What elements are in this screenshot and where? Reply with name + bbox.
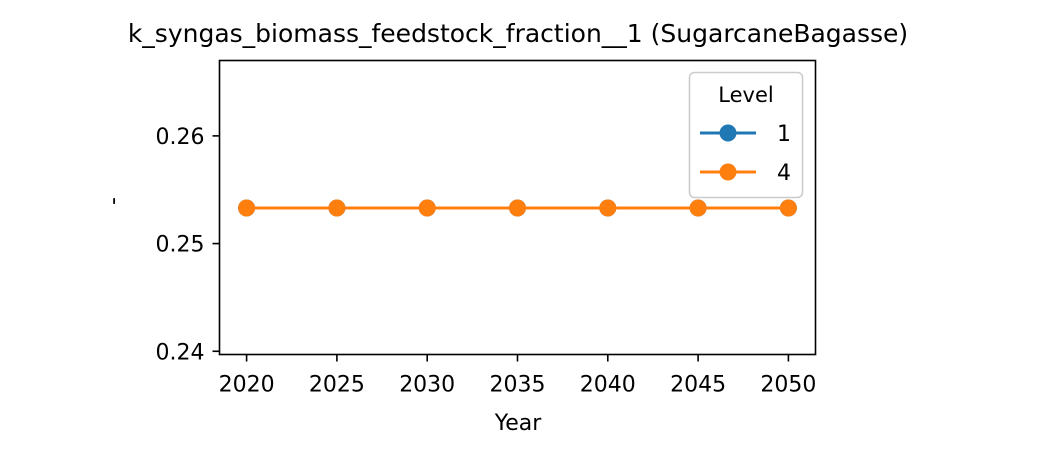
y-tick-label: 0.26 <box>156 125 205 150</box>
legend-marker-4 <box>719 163 737 181</box>
legend-title: Level <box>718 83 773 107</box>
x-tick-label: 2040 <box>580 373 636 398</box>
legend-label-1: 1 <box>777 122 791 147</box>
data-point-series-4 <box>779 199 797 217</box>
x-tick-label: 2035 <box>490 373 546 398</box>
data-point-series-4 <box>238 199 256 217</box>
data-point-series-4 <box>509 199 526 217</box>
x-tick-label: 2025 <box>309 373 365 398</box>
legend-label-4: 4 <box>777 161 791 186</box>
data-point-series-4 <box>599 199 617 217</box>
chart-title: k_syngas_biomass_feedstock_fraction__1 (… <box>128 19 908 48</box>
data-point-series-4 <box>418 199 436 217</box>
y-axis: 0.24 0.25 0.26 <box>156 125 220 365</box>
legend-box <box>688 71 804 199</box>
x-tick-label: 2045 <box>670 373 726 398</box>
legend: Level 14 <box>688 71 804 199</box>
x-axis: 2020 2025 2030 2035 2040 2045 2050 <box>219 354 816 398</box>
legend-entries: 14 <box>700 122 791 186</box>
y-tick-label: 0.24 <box>156 340 205 365</box>
y-axis-label: - <box>101 197 126 205</box>
data-point-series-4 <box>689 199 707 217</box>
x-tick-label: 2030 <box>399 373 455 398</box>
x-tick-label: 2020 <box>219 373 275 398</box>
x-axis-label: Year <box>494 411 543 436</box>
plot-area <box>218 59 817 356</box>
x-tick-label: 2050 <box>760 373 816 398</box>
legend-marker-1 <box>719 124 737 142</box>
series-layer <box>238 199 797 217</box>
data-point-series-4 <box>328 199 346 217</box>
y-tick-label: 0.25 <box>156 233 205 258</box>
